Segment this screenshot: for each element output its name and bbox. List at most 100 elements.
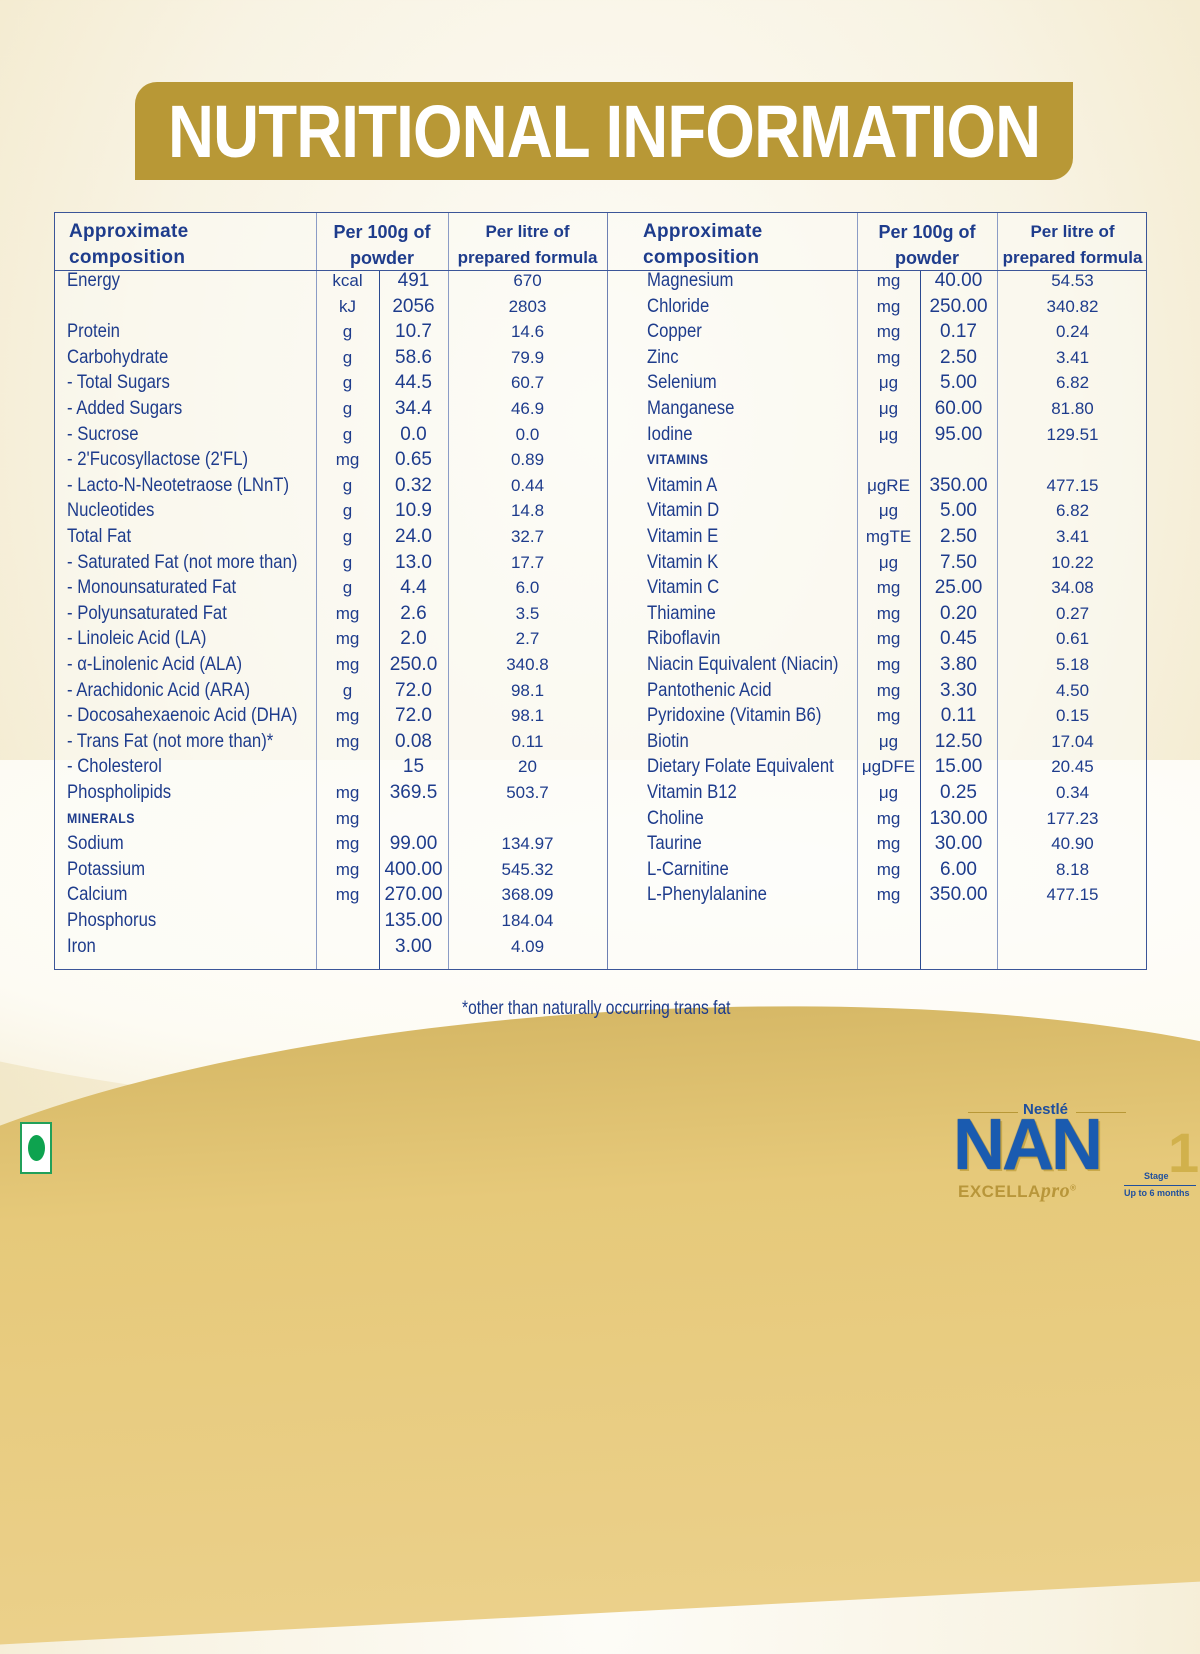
table-row: Dietary Folate Equivalent μgDFE 15.00 20.45 [55,754,1146,780]
header-text: composition [69,247,186,268]
per-100g-value: 3.80 [940,654,977,675]
per-100g-value: 2.50 [940,346,977,368]
nutrient-name: Thiamine [647,602,716,624]
unit-cell: kJ [339,296,356,316]
nutrient-name: - Sucrose [67,423,139,445]
per-litre-value: 14.8 [510,501,545,521]
per-100g-value: 5.00 [940,500,977,522]
per-100g-value: 130.00 [929,807,988,829]
nutrient-name: - Added Sugars [67,398,183,419]
page-title: NUTRITIONAL INFORMATION [167,89,1041,173]
per-100g-value: 40.00 [934,270,983,291]
nutrient-name: Riboflavin [647,628,721,650]
table-row: Copper mg 0.17 0.24 [55,319,1146,345]
nutrient-name: Zinc [647,346,679,368]
nutrient-name: Manganese [647,398,735,419]
table-row: Iodine μg 95.00 129.51 [55,422,1146,448]
unit-cell: mg [335,731,360,751]
unit-cell: g [342,424,353,444]
table-row: Protein g 10.7 14.6 [55,319,1146,345]
table-row: Vitamin D μg 5.00 6.82 [55,498,1146,524]
divider [316,213,317,969]
header-text: powder [349,248,414,268]
unit-cell: mg [876,885,901,905]
divider [1076,1112,1126,1113]
nutrient-name: Copper [647,321,702,343]
per-litre-value: 60.7 [510,373,545,393]
per-100g-value: 6.00 [940,858,977,880]
divider [997,213,998,969]
per-litre-value: 0.89 [510,450,545,470]
table-row: Biotin μg 12.50 17.04 [55,729,1146,755]
product-subname: EXCELLApro® [958,1180,1077,1203]
table-row: Vitamin B12 μg 0.25 0.34 [55,780,1146,806]
table-row: - Linoleic Acid (LA) mg 2.0 2.7 [55,626,1146,652]
table-row: Total Fat g 24.0 32.7 [55,524,1146,550]
divider [607,213,608,969]
per-100g-value: 60.00 [934,398,983,419]
per-100g-value: 15.00 [934,756,983,778]
header-text: composition [643,247,760,268]
table-row: Phospholipids mg 369.5 503.7 [55,780,1146,806]
table-row: Zinc mg 2.50 3.41 [55,345,1146,371]
table-row: - Trans Fat (not more than)* mg 0.08 0.11 [55,729,1146,755]
nutrient-name: Protein [67,321,120,343]
header-per-100g-right: Per 100g of powder [857,219,997,271]
unit-cell: g [342,680,353,700]
nutrient-name: - Saturated Fat (not more than) [67,551,298,573]
per-litre-value: 32.7 [510,527,545,546]
table-row: Pantothenic Acid mg 3.30 4.50 [55,678,1146,704]
table-row: - Monounsaturated Fat g 4.4 6.0 [55,575,1146,601]
per-100g-value: 10.7 [395,321,432,343]
header-text: prepared formula [457,248,598,267]
per-litre-value: 4.50 [1055,680,1090,700]
table-row: Vitamin E mgTE 2.50 3.41 [55,524,1146,550]
unit-cell: mg [335,655,360,674]
per-litre-value: 54.53 [1051,271,1094,290]
per-litre-value: 184.04 [501,911,554,930]
per-litre-value: 14.6 [510,322,545,342]
nutrient-name: - Cholesterol [67,756,162,778]
per-100g-value: 2.6 [400,602,427,624]
unit-cell: mg [876,629,901,649]
per-100g-value: 250.00 [929,295,988,317]
stage-number: 1 [1168,1121,1200,1184]
per-litre-value: 0.34 [1055,783,1090,802]
per-100g-value: 0.17 [940,321,977,343]
table-row: VITAMINS [55,447,1146,473]
divider [1124,1185,1196,1186]
unit-cell: g [342,552,353,572]
table-row: - Polyunsaturated Fat mg 2.6 3.5 [55,601,1146,627]
unit-cell: μg [878,424,899,444]
per-100g-value: 0.0 [400,423,427,445]
table-row: - Arachidonic Acid (ARA) g 72.0 98.1 [55,678,1146,704]
table-row: MINERALS mg [55,806,1146,832]
table-row: Taurine mg 30.00 40.90 [55,831,1146,857]
header-per-litre-left: Per litre of prepared formula [448,219,607,271]
per-100g-value: 72.0 [395,679,432,701]
product-name: NAN [953,1105,1103,1185]
per-100g-value: 7.50 [940,551,977,573]
per-litre-value: 477.15 [1046,475,1099,495]
stage-age: Up to 6 months [1124,1188,1190,1198]
table-row: Nucleotides g 10.9 14.8 [55,498,1146,524]
per-litre-value: 0.24 [1055,322,1090,342]
per-litre-value: 4.09 [510,936,545,956]
per-litre-value: 368.09 [501,885,554,905]
unit-cell: mg [335,885,360,905]
per-100g-value: 491 [397,270,430,291]
per-litre-value: 0.15 [1055,706,1090,726]
table-row: Choline mg 130.00 177.23 [55,806,1146,832]
header-text: Per 100g of [333,222,431,242]
table-row: - Docosahexaenoic Acid (DHA) mg 72.0 98.1 [55,703,1146,729]
per-litre-value: 545.32 [501,859,554,879]
unit-cell: g [342,527,353,546]
table-row: kJ 2056 2803 [55,294,1146,320]
per-100g-value: 2056 [392,295,435,317]
per-100g-value: 12.50 [934,730,983,752]
nutrient-name: Niacin Equivalent (Niacin) [647,654,839,675]
section-label: MINERALS [67,809,135,826]
unit-cell: μg [878,552,899,572]
nutrient-name: Vitamin B12 [647,782,737,803]
section-label: VITAMINS [647,451,709,468]
